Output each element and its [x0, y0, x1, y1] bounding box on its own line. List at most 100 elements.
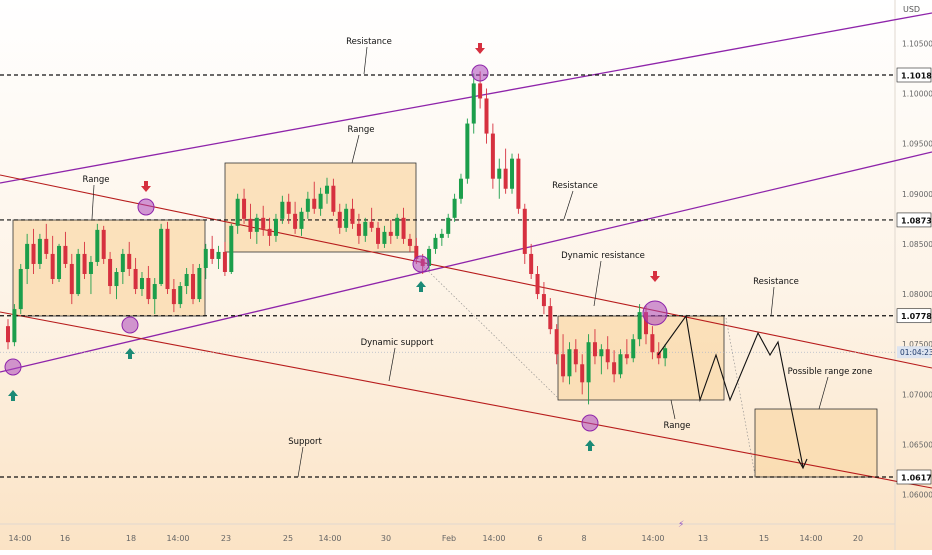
candle-body[interactable] [63, 245, 68, 264]
candle-body[interactable] [88, 261, 93, 274]
candle-body[interactable] [171, 289, 176, 305]
candle-body[interactable] [12, 309, 17, 343]
candle-body[interactable] [82, 253, 87, 274]
touch-point-circle[interactable] [471, 64, 489, 82]
candle-body[interactable] [108, 258, 113, 287]
candle-body[interactable] [484, 98, 489, 134]
candle-body[interactable] [407, 238, 412, 246]
candle-body[interactable] [222, 251, 227, 272]
candle-body[interactable] [414, 245, 419, 259]
candle-body[interactable] [618, 354, 623, 375]
candle-body[interactable] [280, 201, 285, 219]
dotted-guide-line[interactable] [420, 263, 559, 399]
candle-body[interactable] [325, 185, 329, 194]
candle-body[interactable] [433, 237, 438, 249]
candle-body[interactable] [541, 294, 546, 307]
candle-body[interactable] [567, 349, 572, 377]
candle-body[interactable] [139, 278, 144, 290]
candle-body[interactable] [159, 228, 164, 285]
candle-body[interactable] [478, 83, 483, 99]
candle-body[interactable] [599, 349, 604, 357]
candle-body[interactable] [510, 158, 515, 189]
candle-body[interactable] [127, 253, 132, 269]
candle-body[interactable] [286, 201, 291, 214]
candle-body[interactable] [184, 273, 189, 287]
candle-body[interactable] [580, 364, 585, 383]
candle-body[interactable] [382, 231, 387, 244]
candle-body[interactable] [650, 334, 655, 353]
candle-body[interactable] [497, 168, 502, 179]
candle-body[interactable] [95, 229, 100, 262]
candle-body[interactable] [18, 268, 23, 310]
candle-body[interactable] [197, 267, 202, 300]
candle-body[interactable] [573, 349, 578, 365]
candle-body[interactable] [299, 211, 304, 229]
candle-body[interactable] [535, 273, 540, 295]
candle-body[interactable] [6, 326, 10, 343]
touch-point-circle[interactable] [642, 300, 668, 326]
candle-body[interactable] [561, 354, 566, 377]
candle-body[interactable] [344, 208, 349, 228]
candle-body[interactable] [210, 248, 215, 259]
candle-body[interactable] [305, 198, 310, 212]
candle-body[interactable] [624, 354, 629, 359]
candle-body[interactable] [471, 83, 476, 124]
candle-body[interactable] [248, 218, 253, 232]
candle-body[interactable] [503, 168, 508, 189]
candle-body[interactable] [133, 268, 138, 290]
candle-body[interactable] [242, 198, 247, 219]
candle-body[interactable] [76, 253, 81, 295]
candle-body[interactable] [439, 233, 444, 238]
candle-body[interactable] [120, 253, 125, 272]
candle-body[interactable] [529, 253, 534, 274]
candle-body[interactable] [490, 133, 495, 179]
candle-body[interactable] [261, 217, 266, 229]
candle-body[interactable] [446, 217, 451, 234]
candle-body[interactable] [146, 278, 151, 300]
candle-body[interactable] [69, 263, 74, 295]
candle-body[interactable] [516, 158, 521, 209]
candle-body[interactable] [401, 217, 406, 239]
candle-body[interactable] [644, 312, 648, 335]
touch-point-circle[interactable] [137, 198, 155, 216]
dynamic-resistance-line[interactable] [0, 174, 932, 369]
candle-body[interactable] [395, 217, 400, 236]
candle-body[interactable] [331, 185, 336, 212]
candle-body[interactable] [37, 238, 42, 264]
candle-body[interactable] [178, 286, 183, 305]
candle-body[interactable] [312, 198, 317, 209]
candle-body[interactable] [612, 362, 617, 375]
candle-body[interactable] [554, 329, 559, 355]
candle-body[interactable] [452, 198, 457, 218]
possible-range-zone-box[interactable] [754, 408, 878, 478]
candle-body[interactable] [191, 273, 196, 300]
resistance-trendline[interactable] [0, 12, 932, 184]
dynamic-support-line[interactable] [0, 311, 932, 489]
candle-body[interactable] [605, 349, 610, 363]
dotted-guide-line[interactable] [725, 317, 756, 476]
candle-body[interactable] [363, 221, 368, 236]
candle-body[interactable] [388, 231, 393, 236]
candle-body[interactable] [548, 306, 553, 330]
candle-body[interactable] [663, 348, 668, 359]
touch-point-circle[interactable] [412, 255, 430, 273]
candle-body[interactable] [165, 228, 170, 290]
candle-body[interactable] [216, 251, 221, 259]
candle-body[interactable] [50, 253, 55, 280]
candle-body[interactable] [592, 342, 597, 357]
candle-body[interactable] [637, 312, 642, 340]
candle-body[interactable] [293, 213, 298, 229]
candle-body[interactable] [229, 225, 234, 272]
candle-body[interactable] [656, 352, 661, 359]
support-trendline[interactable] [0, 151, 932, 373]
candle-body[interactable] [273, 218, 278, 236]
candle-body[interactable] [586, 342, 591, 383]
candle-body[interactable] [25, 243, 30, 269]
touch-point-circle[interactable] [4, 358, 22, 376]
candle-body[interactable] [356, 223, 361, 236]
candle-body[interactable] [369, 221, 374, 228]
candle-body[interactable] [337, 211, 342, 228]
candle-body[interactable] [254, 217, 259, 232]
candle-body[interactable] [101, 229, 106, 259]
projection-path[interactable] [657, 314, 804, 468]
